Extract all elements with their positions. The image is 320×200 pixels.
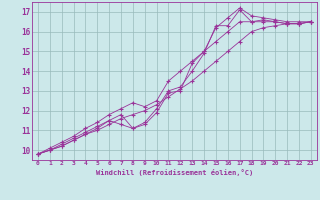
X-axis label: Windchill (Refroidissement éolien,°C): Windchill (Refroidissement éolien,°C): [96, 169, 253, 176]
